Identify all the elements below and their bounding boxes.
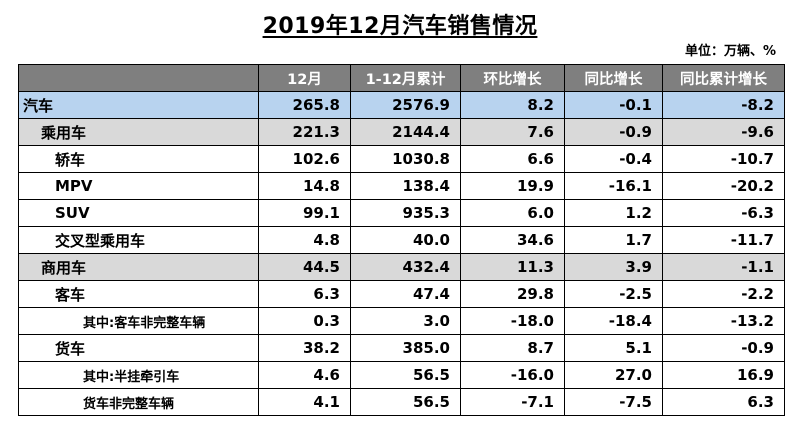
row-label: 其中:客车非完整车辆 xyxy=(18,307,259,335)
value-cell: 19.9 xyxy=(460,172,565,200)
value-cell: 4.1 xyxy=(258,388,351,416)
value-cell: 8.2 xyxy=(460,91,565,119)
value-cell: 3.9 xyxy=(564,253,663,281)
table-row: 其中:半挂牵引车 4.6 56.5 -16.0 27.0 16.9 xyxy=(18,361,785,389)
value-cell: -6.3 xyxy=(662,199,785,227)
sales-table: 12月 1-12月累计 环比增长 同比增长 同比累计增长 汽车 265.8 2576… xyxy=(18,64,785,416)
value-cell: 40.0 xyxy=(350,226,461,254)
header-cell: 同比增长 xyxy=(564,64,663,92)
value-cell: 7.6 xyxy=(460,118,565,146)
value-cell: 3.0 xyxy=(350,307,461,335)
header-cell: 环比增长 xyxy=(460,64,565,92)
row-label: 客车 xyxy=(18,280,259,308)
value-cell: -1.1 xyxy=(662,253,785,281)
table-row: 轿车 102.6 1030.8 6.6 -0.4 -10.7 xyxy=(18,145,785,173)
row-label: 轿车 xyxy=(18,145,259,173)
value-cell: -9.6 xyxy=(662,118,785,146)
header-cell: 同比累计增长 xyxy=(662,64,785,92)
row-label: 货车 xyxy=(18,334,259,362)
value-cell: 4.8 xyxy=(258,226,351,254)
table-row: SUV 99.1 935.3 6.0 1.2 -6.3 xyxy=(18,199,785,227)
row-label: 交叉型乘用车 xyxy=(18,226,259,254)
value-cell: -7.5 xyxy=(564,388,663,416)
value-cell: 56.5 xyxy=(350,388,461,416)
value-cell: 102.6 xyxy=(258,145,351,173)
value-cell: -13.2 xyxy=(662,307,785,335)
value-cell: 2576.9 xyxy=(350,91,461,119)
value-cell: -7.1 xyxy=(460,388,565,416)
value-cell: 221.3 xyxy=(258,118,351,146)
value-cell: 265.8 xyxy=(258,91,351,119)
row-label: SUV xyxy=(18,199,259,227)
table-row: 客车 6.3 47.4 29.8 -2.5 -2.2 xyxy=(18,280,785,308)
value-cell: -8.2 xyxy=(662,91,785,119)
value-cell: -0.9 xyxy=(564,118,663,146)
table-row: 汽车 265.8 2576.9 8.2 -0.1 -8.2 xyxy=(18,91,785,119)
value-cell: 5.1 xyxy=(564,334,663,362)
value-cell: 99.1 xyxy=(258,199,351,227)
value-cell: -2.5 xyxy=(564,280,663,308)
value-cell: 4.6 xyxy=(258,361,351,389)
table-row: 商用车 44.5 432.4 11.3 3.9 -1.1 xyxy=(18,253,785,281)
table-row: 货车非完整车辆 4.1 56.5 -7.1 -7.5 6.3 xyxy=(18,388,785,416)
value-cell: 14.8 xyxy=(258,172,351,200)
value-cell: 34.6 xyxy=(460,226,565,254)
chart-title: 2019年12月汽车销售情况 xyxy=(262,14,538,39)
value-cell: 29.8 xyxy=(460,280,565,308)
value-cell: 2144.4 xyxy=(350,118,461,146)
value-cell: 0.3 xyxy=(258,307,351,335)
value-cell: 138.4 xyxy=(350,172,461,200)
row-label: 乘用车 xyxy=(18,118,259,146)
value-cell: 432.4 xyxy=(350,253,461,281)
value-cell: 11.3 xyxy=(460,253,565,281)
header-cell: 12月 xyxy=(258,64,351,92)
value-cell: -2.2 xyxy=(662,280,785,308)
row-label: MPV xyxy=(18,172,259,200)
table-row: 交叉型乘用车 4.8 40.0 34.6 1.7 -11.7 xyxy=(18,226,785,254)
table-row: MPV 14.8 138.4 19.9 -16.1 -20.2 xyxy=(18,172,785,200)
value-cell: -10.7 xyxy=(662,145,785,173)
value-cell: 8.7 xyxy=(460,334,565,362)
unit-label: 单位：万辆、% xyxy=(684,44,776,59)
header-cell: 1-12月累计 xyxy=(350,64,461,92)
value-cell: -18.4 xyxy=(564,307,663,335)
value-cell: 6.3 xyxy=(258,280,351,308)
value-cell: 38.2 xyxy=(258,334,351,362)
value-cell: 6.3 xyxy=(662,388,785,416)
value-cell: 27.0 xyxy=(564,361,663,389)
value-cell: -16.1 xyxy=(564,172,663,200)
value-cell: -20.2 xyxy=(662,172,785,200)
row-label: 其中:半挂牵引车 xyxy=(18,361,259,389)
table-row: 乘用车 221.3 2144.4 7.6 -0.9 -9.6 xyxy=(18,118,785,146)
value-cell: 16.9 xyxy=(662,361,785,389)
value-cell: -0.1 xyxy=(564,91,663,119)
table-row: 货车 38.2 385.0 8.7 5.1 -0.9 xyxy=(18,334,785,362)
table-body: 汽车 265.8 2576.9 8.2 -0.1 -8.2 乘用车 221.3 2144.4 7.… xyxy=(18,91,785,416)
value-cell: -11.7 xyxy=(662,226,785,254)
value-cell: 1.7 xyxy=(564,226,663,254)
value-cell: 56.5 xyxy=(350,361,461,389)
value-cell: 6.0 xyxy=(460,199,565,227)
value-cell: 1030.8 xyxy=(350,145,461,173)
value-cell: 47.4 xyxy=(350,280,461,308)
value-cell: 6.6 xyxy=(460,145,565,173)
table-row: 其中:客车非完整车辆 0.3 3.0 -18.0 -18.4 -13.2 xyxy=(18,307,785,335)
row-label: 商用车 xyxy=(18,253,259,281)
value-cell: 44.5 xyxy=(258,253,351,281)
value-cell: -18.0 xyxy=(460,307,565,335)
value-cell: 385.0 xyxy=(350,334,461,362)
value-cell: -16.0 xyxy=(460,361,565,389)
value-cell: -0.4 xyxy=(564,145,663,173)
header-row: 12月 1-12月累计 环比增长 同比增长 同比累计增长 xyxy=(18,64,785,92)
row-label: 汽车 xyxy=(18,91,259,119)
value-cell: -0.9 xyxy=(662,334,785,362)
value-cell: 1.2 xyxy=(564,199,663,227)
header-cell xyxy=(18,64,259,92)
value-cell: 935.3 xyxy=(350,199,461,227)
row-label: 货车非完整车辆 xyxy=(18,388,259,416)
